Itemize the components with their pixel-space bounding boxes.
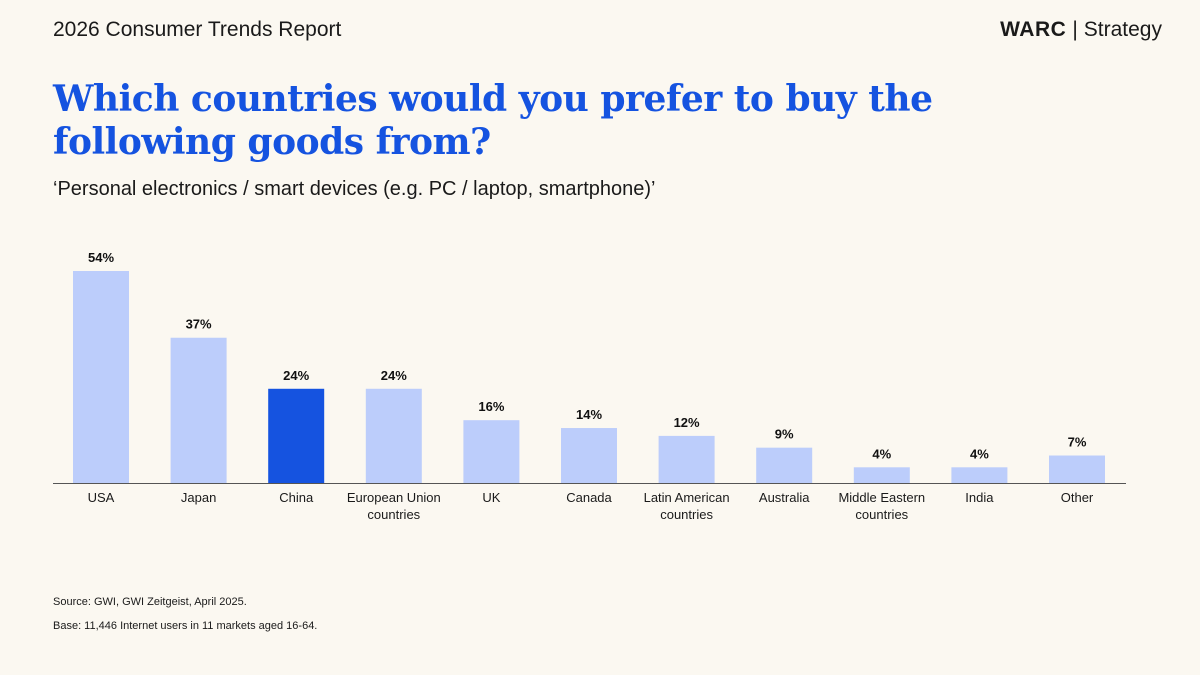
value-label-0: 54% <box>88 250 114 265</box>
category-label-9: India <box>965 490 994 505</box>
bar-7 <box>756 447 813 483</box>
category-label-2: China <box>279 490 314 505</box>
category-label-8-line-1: countries <box>855 507 908 522</box>
bar-4 <box>463 420 520 483</box>
value-label-7: 9% <box>775 427 794 442</box>
value-label-10: 7% <box>1068 435 1087 450</box>
report-title: 2026 Consumer Trends Report <box>53 18 342 41</box>
value-label-9: 4% <box>970 446 989 461</box>
bar-3 <box>365 388 422 483</box>
value-label-1: 37% <box>186 317 212 332</box>
category-label-0: USA <box>88 490 115 505</box>
bar-chart: 54% USA 37% Japan 24% China 24% European Union c… <box>53 250 1126 522</box>
bar-10 <box>1049 455 1105 483</box>
category-label-5: Canada <box>566 490 612 505</box>
value-label-6: 12% <box>674 415 700 430</box>
brand-section: Strategy <box>1083 18 1162 41</box>
category-label-6-line-0: Latin American <box>644 490 730 505</box>
value-label-3: 24% <box>381 368 407 383</box>
bar-1 <box>170 337 227 483</box>
bar-6 <box>658 435 715 483</box>
category-label-10: Other <box>1061 490 1094 505</box>
category-label-8-line-0: Middle Eastern <box>838 490 925 505</box>
value-label-5: 14% <box>576 407 602 422</box>
value-label-8: 4% <box>872 446 891 461</box>
category-label-6-line-1: countries <box>660 507 713 522</box>
value-label-4: 16% <box>478 399 504 414</box>
category-label-3-line-0: European Union <box>347 490 441 505</box>
bar-5 <box>561 428 617 483</box>
brand-separator: | <box>1072 18 1078 41</box>
brand-logo: WARC | Strategy <box>1000 18 1162 42</box>
headline: Which countries would you prefer to buy … <box>53 78 933 163</box>
source-note: Source: GWI, GWI Zeitgeist, April 2025. <box>53 596 247 608</box>
bar-0 <box>73 271 129 483</box>
bar-2 <box>268 388 325 483</box>
brand-logo-text: WARC <box>1000 18 1067 41</box>
bar-9 <box>951 467 1008 483</box>
chart-subtitle: ‘Personal electronics / smart devices (e… <box>53 178 656 200</box>
category-label-4: UK <box>482 490 500 505</box>
value-label-2: 24% <box>283 368 309 383</box>
category-label-7: Australia <box>759 490 810 505</box>
category-label-1: Japan <box>181 490 216 505</box>
category-label-3-line-1: countries <box>367 507 420 522</box>
base-note: Base: 11,446 Internet users in 11 market… <box>53 620 318 632</box>
bar-8 <box>853 467 910 483</box>
